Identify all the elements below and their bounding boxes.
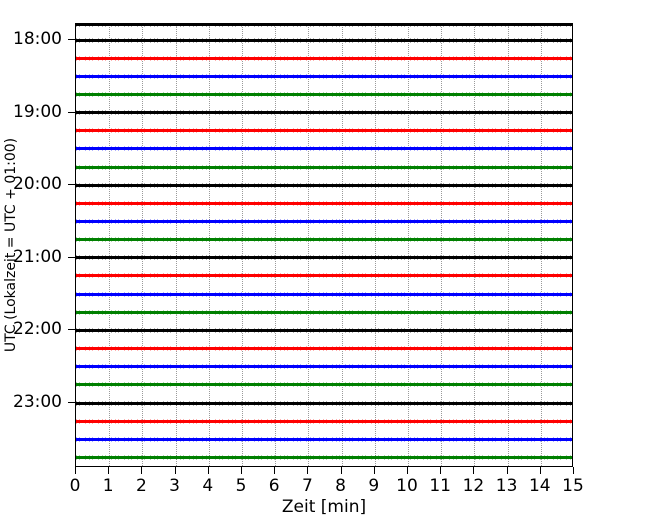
trace-18-15 xyxy=(76,56,572,60)
trace-21-45 xyxy=(76,310,572,314)
gridline-x-10 xyxy=(408,24,409,466)
gridline-x-5 xyxy=(242,24,243,466)
x-tick-label-10: 10 xyxy=(396,476,418,496)
gridline-x-1 xyxy=(109,24,111,466)
x-tick-12 xyxy=(473,467,475,474)
x-tick-label-4: 4 xyxy=(202,476,214,496)
trace-19-00 xyxy=(76,111,572,115)
gridline-x-7 xyxy=(308,24,310,466)
trace-19-30 xyxy=(76,147,572,151)
trace-20-45 xyxy=(76,238,572,242)
y-tick-19-00 xyxy=(68,111,75,113)
x-tick-11 xyxy=(440,467,442,474)
trace-21-15 xyxy=(76,274,572,278)
trace-20-15 xyxy=(76,201,572,205)
y-tick-23-00 xyxy=(68,402,75,403)
trace-18-00 xyxy=(76,38,572,42)
gridline-x-13 xyxy=(507,24,509,466)
trace-23-45 xyxy=(76,455,572,459)
y-axis-tick-labels: 18:00 19:00 20:00 21:00 22:00 23:00 xyxy=(0,23,68,467)
x-tick-label-8: 8 xyxy=(335,476,347,496)
y-tick-22-00 xyxy=(68,329,75,331)
x-tick-6 xyxy=(274,467,276,474)
x-tick-1 xyxy=(108,467,110,474)
x-tick-label-11: 11 xyxy=(429,476,452,496)
plot-area xyxy=(75,23,573,467)
trace-20-00 xyxy=(76,183,572,187)
trace-21-30 xyxy=(76,292,572,296)
x-tick-14 xyxy=(539,467,541,474)
x-axis-title: Zeit [min] xyxy=(281,497,367,517)
x-tick-label-0: 0 xyxy=(69,476,81,496)
y-tick-label-20-00: 20:00 xyxy=(13,174,62,195)
x-tick-10 xyxy=(407,467,408,474)
trace-20-30 xyxy=(76,220,572,223)
gridline-x-3 xyxy=(175,24,177,466)
trace-22-00 xyxy=(76,328,572,332)
trace-18-45 xyxy=(76,92,572,96)
y-tick-label-21-00: 21:00 xyxy=(13,246,62,267)
y-tick-label-23-00: 23:00 xyxy=(13,392,62,412)
y-tick-label-18-00: 18:00 xyxy=(13,29,62,49)
gridline-x-4 xyxy=(208,24,210,466)
x-tick-9 xyxy=(373,467,375,474)
trace-22-30 xyxy=(76,365,572,369)
gridline-x-14 xyxy=(540,24,542,466)
trace-22-15 xyxy=(76,347,572,351)
x-tick-label-14: 14 xyxy=(528,476,551,496)
x-tick-label-7: 7 xyxy=(301,476,313,496)
gridline-x-2 xyxy=(142,24,144,466)
x-axis-ticks xyxy=(75,467,574,475)
x-tick-label-15: 15 xyxy=(562,476,584,496)
y-tick-21-00 xyxy=(68,256,75,258)
gridline-x-8 xyxy=(341,24,343,466)
x-tick-2 xyxy=(141,467,143,474)
x-tick-4 xyxy=(207,467,209,474)
y-tick-20-00 xyxy=(68,184,75,186)
gridline-x-12 xyxy=(474,24,476,466)
x-tick-13 xyxy=(506,467,508,474)
gridline-x-6 xyxy=(275,24,277,466)
trace-21-00 xyxy=(76,256,572,260)
x-tick-label-9: 9 xyxy=(368,476,380,496)
gridline-x-11 xyxy=(441,24,443,466)
x-tick-label-1: 1 xyxy=(102,476,114,496)
trace-22-45 xyxy=(76,383,572,387)
trace-23-15 xyxy=(76,419,572,423)
trace-17-47 xyxy=(76,24,572,26)
x-tick-label-5: 5 xyxy=(235,476,247,496)
x-tick-5 xyxy=(241,467,242,474)
x-tick-label-2: 2 xyxy=(135,476,147,496)
trace-23-00 xyxy=(76,401,572,405)
trace-19-15 xyxy=(76,129,572,133)
trace-23-30 xyxy=(76,437,572,441)
x-tick-label-3: 3 xyxy=(169,476,181,496)
y-tick-18-00 xyxy=(68,39,75,40)
x-axis-tick-labels: 0 1 2 3 4 5 6 7 8 9 10 11 12 13 14 15 xyxy=(70,476,584,500)
x-tick-15 xyxy=(573,467,574,474)
x-tick-7 xyxy=(307,467,309,474)
x-tick-0 xyxy=(75,467,76,474)
y-tick-label-22-00: 22:00 xyxy=(13,319,62,340)
x-tick-label-6: 6 xyxy=(268,476,280,496)
x-tick-3 xyxy=(174,467,176,474)
x-tick-label-13: 13 xyxy=(495,476,518,496)
x-tick-8 xyxy=(340,467,342,474)
trace-18-30 xyxy=(76,74,572,78)
y-tick-label-19-00: 19:00 xyxy=(13,101,62,122)
x-tick-label-12: 12 xyxy=(462,476,485,496)
trace-19-45 xyxy=(76,165,572,169)
gridline-x-9 xyxy=(374,24,376,466)
